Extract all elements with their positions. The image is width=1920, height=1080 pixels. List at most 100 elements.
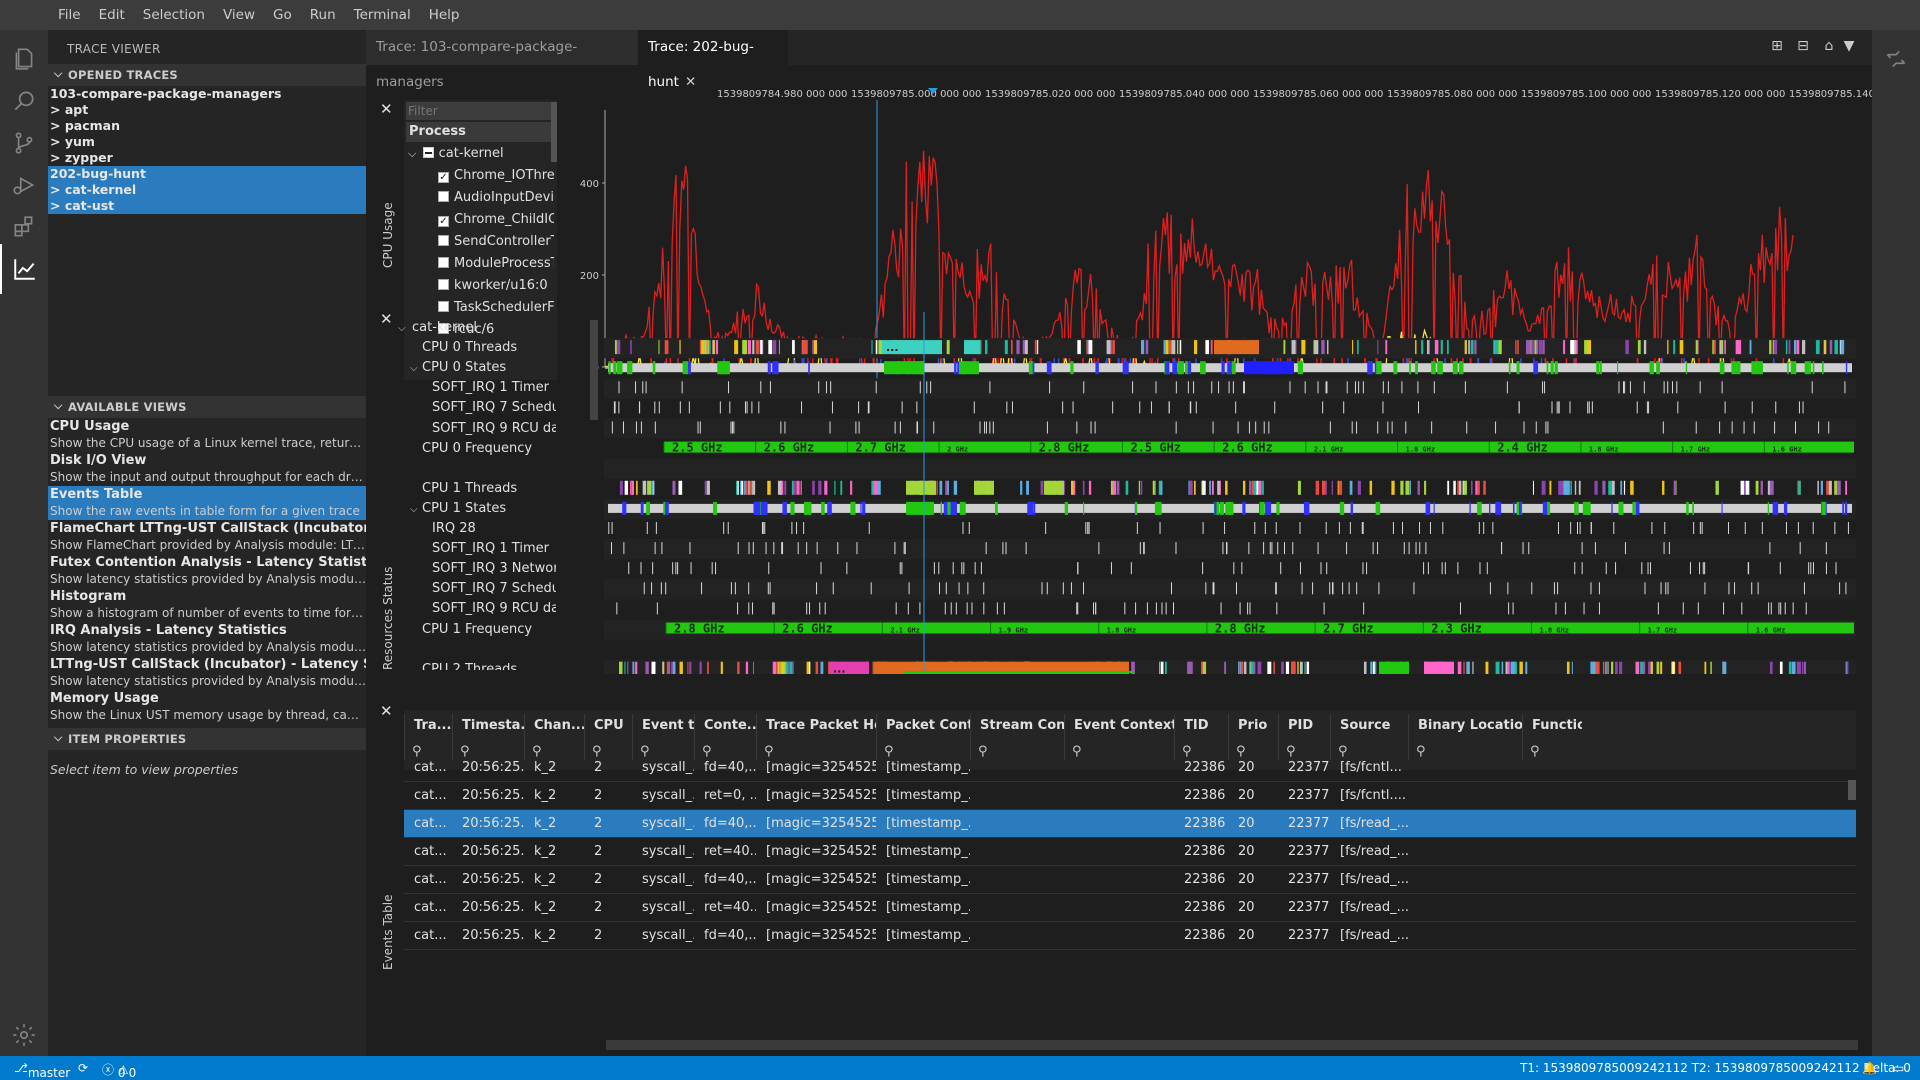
available-view-item[interactable]: LTTng-UST CallStack (Incubator) - Latenc… bbox=[48, 656, 366, 690]
column-search-icon[interactable]: ⚲ bbox=[1182, 744, 1192, 759]
available-view-item[interactable]: Disk I/O View Show the input and output t… bbox=[48, 452, 366, 486]
column-header[interactable]: Conte... bbox=[704, 718, 756, 733]
column-header[interactable]: Binary Location bbox=[1418, 718, 1522, 733]
flow-diagram-icon[interactable] bbox=[1872, 34, 1920, 84]
resource-row-label[interactable]: cat-kernel bbox=[412, 320, 477, 335]
column-separator[interactable] bbox=[452, 714, 453, 760]
menu-edit[interactable]: Edit bbox=[98, 7, 125, 23]
process-tree-scrollbar[interactable] bbox=[551, 102, 557, 162]
column-separator[interactable] bbox=[632, 714, 633, 760]
resource-row-label[interactable]: CPU 0 Frequency bbox=[422, 440, 533, 456]
available-view-item[interactable]: Histogram Show a histogram of number of e… bbox=[48, 588, 366, 622]
resource-row-label[interactable]: SOFT_IRQ 9 RCU data bbox=[432, 601, 556, 617]
available-view-item[interactable]: IRQ Analysis - Latency Statistics Show la… bbox=[48, 622, 366, 656]
add-panel-icon[interactable]: ⊞ bbox=[1771, 38, 1783, 54]
trace-tree-item[interactable]: > zypper bbox=[50, 150, 113, 165]
process-row[interactable]: rcuc/6 bbox=[438, 322, 554, 337]
process-checkbox[interactable]: ✓ bbox=[438, 172, 449, 183]
bell-icon[interactable]: 🔔 bbox=[1862, 1061, 1877, 1075]
home-icon[interactable]: ⌂ bbox=[1824, 38, 1834, 54]
available-view-item[interactable]: Events Table Show the raw events in table… bbox=[48, 486, 366, 520]
process-row[interactable]: SendControllerT bbox=[438, 234, 554, 249]
extensions-icon[interactable] bbox=[0, 202, 48, 252]
column-search-icon[interactable]: ⚲ bbox=[532, 744, 542, 759]
resource-row-label[interactable]: CPU 1 Frequency bbox=[422, 621, 533, 637]
resource-row-label[interactable]: SOFT_IRQ 7 Scheduler bbox=[432, 400, 556, 416]
process-checkbox[interactable] bbox=[438, 191, 449, 202]
column-separator[interactable] bbox=[1330, 714, 1331, 760]
process-checkbox[interactable] bbox=[438, 235, 449, 246]
column-search-icon[interactable]: ⚲ bbox=[640, 744, 650, 759]
menu-help[interactable]: Help bbox=[428, 7, 460, 23]
resource-row-label[interactable]: SOFT_IRQ 7 Scheduler bbox=[432, 581, 556, 597]
close-resources-icon[interactable]: ✕ bbox=[380, 310, 393, 328]
column-search-icon[interactable]: ⚲ bbox=[764, 744, 774, 759]
process-row[interactable]: TaskSchedulerFo bbox=[438, 300, 554, 315]
column-separator[interactable] bbox=[876, 714, 877, 760]
column-header[interactable]: Timesta... bbox=[462, 718, 524, 733]
column-header[interactable]: Source bbox=[1340, 718, 1391, 733]
feedback-icon[interactable]: ▭ bbox=[1893, 1061, 1905, 1075]
process-row[interactable]: ✓ Chrome_IOThrea bbox=[438, 168, 554, 183]
trace-tree-item[interactable]: 103-compare-package-managers bbox=[50, 86, 282, 101]
column-separator[interactable] bbox=[1278, 714, 1279, 760]
column-search-icon[interactable]: ⚲ bbox=[1416, 744, 1426, 759]
column-header[interactable]: Event Context bbox=[1074, 718, 1174, 733]
resource-row-label[interactable]: SOFT_IRQ 3 Network RX bbox=[432, 561, 556, 577]
menu-terminal[interactable]: Terminal bbox=[353, 7, 411, 23]
trace-tree-item[interactable]: > yum bbox=[50, 134, 95, 149]
column-separator[interactable] bbox=[1174, 714, 1175, 760]
sync-icon[interactable]: ⟳ bbox=[78, 1061, 89, 1075]
chevron-down-icon[interactable]: ⌵ bbox=[398, 323, 406, 334]
column-search-icon[interactable]: ⚲ bbox=[884, 744, 894, 759]
filter-icon[interactable]: ▼ bbox=[1843, 38, 1855, 54]
close-icon[interactable]: ✕ bbox=[684, 74, 697, 90]
resource-row-label[interactable]: CPU 0 States bbox=[422, 360, 507, 376]
column-header[interactable]: Stream Cont... bbox=[980, 718, 1064, 733]
column-search-icon[interactable]: ⚲ bbox=[702, 744, 712, 759]
column-search-icon[interactable]: ⚲ bbox=[460, 744, 470, 759]
source-control-icon[interactable] bbox=[0, 118, 48, 168]
column-separator[interactable] bbox=[970, 714, 971, 760]
chevron-down-icon[interactable]: ⌵ bbox=[410, 363, 418, 375]
explorer-icon[interactable] bbox=[0, 34, 48, 84]
problems-indicator[interactable]: ⓧ 0 ⚠ 0 bbox=[102, 1063, 137, 1080]
remove-panel-icon[interactable]: ⊟ bbox=[1797, 38, 1809, 54]
table-row[interactable] bbox=[404, 866, 1856, 894]
process-row[interactable]: kworker/u16:0 bbox=[438, 278, 554, 293]
trace-tree-item[interactable]: > pacman bbox=[50, 118, 120, 133]
resource-row-label[interactable]: CPU 1 Threads bbox=[422, 480, 518, 496]
process-row[interactable]: AudioInputDevic bbox=[438, 190, 554, 205]
trace-tree-item[interactable]: > cat-kernel bbox=[48, 182, 366, 198]
column-search-icon[interactable]: ⚲ bbox=[1236, 744, 1246, 759]
trace-tree-item[interactable]: 202-bug-hunt bbox=[48, 166, 366, 182]
process-root-row[interactable]: ⌵ cat-kernel bbox=[408, 146, 504, 161]
column-header[interactable]: Function L bbox=[1532, 718, 1582, 733]
table-row[interactable] bbox=[404, 838, 1856, 866]
trace-viewer-icon[interactable] bbox=[0, 244, 48, 294]
available-view-item[interactable]: Memory Usage Show the Linux UST memory us… bbox=[48, 690, 366, 724]
trace-tree-item[interactable]: > apt bbox=[50, 102, 89, 117]
menu-selection[interactable]: Selection bbox=[142, 7, 205, 23]
column-header[interactable]: Packet Cont... bbox=[886, 718, 970, 733]
process-filter-input[interactable] bbox=[406, 102, 552, 120]
column-header[interactable]: Trace Packet Hea... bbox=[766, 718, 876, 733]
column-search-icon[interactable]: ⚲ bbox=[412, 744, 422, 759]
available-views-header[interactable]: ⌵ AVAILABLE VIEWS bbox=[48, 396, 366, 418]
available-view-item[interactable]: CPU Usage Show the CPU usage of a Linux k… bbox=[48, 418, 366, 452]
menu-go[interactable]: Go bbox=[273, 7, 292, 23]
column-separator[interactable] bbox=[584, 714, 585, 760]
process-column-header[interactable]: Process bbox=[406, 122, 552, 142]
git-branch[interactable]: ⎇ master bbox=[14, 1061, 71, 1080]
settings-gear-icon[interactable] bbox=[0, 1010, 48, 1060]
process-checkbox[interactable] bbox=[438, 257, 449, 268]
menu-file[interactable]: File bbox=[58, 7, 81, 23]
tab-trace-103[interactable]: Trace: 103-compare-package-managers bbox=[366, 30, 638, 90]
column-search-icon[interactable]: ⚲ bbox=[1530, 744, 1540, 759]
column-header[interactable]: Chan... bbox=[534, 718, 584, 733]
table-row[interactable] bbox=[404, 894, 1856, 922]
column-header[interactable]: TID bbox=[1184, 718, 1209, 733]
process-checkbox[interactable] bbox=[438, 279, 449, 290]
resources-timegraph[interactable]: ... 2.5 GHz 2.6 GHz 2.7 GHz 2 GHz 2.8 GHz 2.5 … bbox=[604, 312, 1856, 674]
resources-tree-scrollbar[interactable] bbox=[590, 320, 598, 420]
